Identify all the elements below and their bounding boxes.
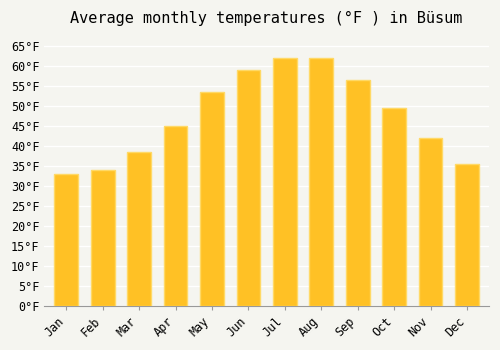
Bar (419, 138, 442, 306)
Bar (382, 108, 406, 306)
Bar (164, 126, 188, 306)
Title: Average monthly temperatures (°F ) in Büsum: Average monthly temperatures (°F ) in Bü… (70, 11, 463, 26)
Bar (200, 92, 224, 306)
Bar (54, 174, 78, 306)
Bar (310, 58, 333, 306)
Bar (91, 170, 114, 306)
Bar (236, 70, 260, 306)
Bar (346, 80, 370, 306)
Bar (273, 58, 296, 306)
Bar (455, 164, 479, 306)
Bar (128, 152, 151, 306)
